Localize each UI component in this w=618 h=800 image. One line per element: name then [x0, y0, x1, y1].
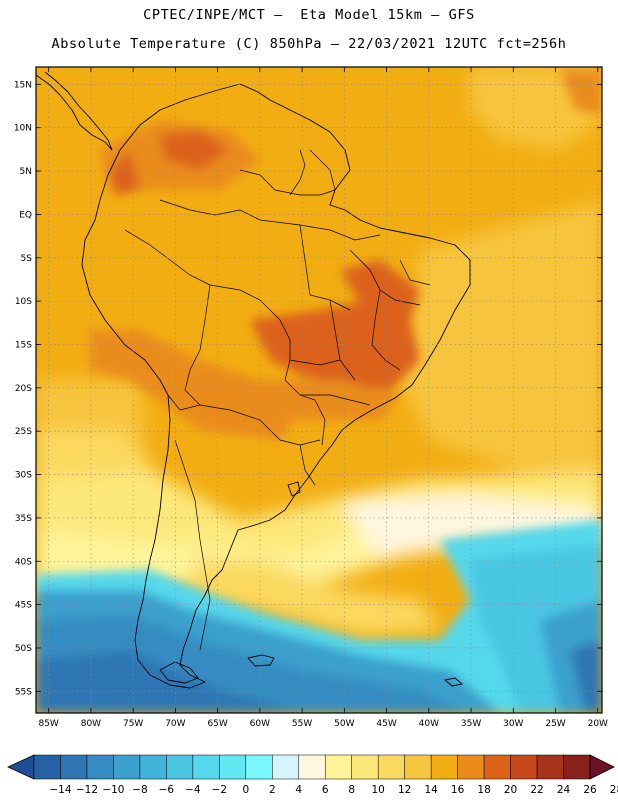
colorbar-swatch	[351, 754, 379, 780]
lon-label: 40W	[419, 719, 439, 729]
colorbar-swatch	[430, 754, 458, 780]
colorbar-label: −6	[159, 784, 175, 796]
colorbar-label: 6	[322, 784, 329, 796]
lon-label: 85W	[38, 719, 58, 729]
lat-label: 20S	[15, 384, 32, 394]
colorbar-swatch	[113, 754, 141, 780]
colorbar-label: 14	[424, 784, 438, 796]
colorbar-swatch	[510, 754, 538, 780]
colorbar-label: 4	[295, 784, 302, 796]
colorbar-swatch	[536, 754, 564, 780]
lon-label: 50W	[334, 719, 354, 729]
lat-label: 50S	[15, 644, 32, 654]
lat-label: 5N	[20, 167, 32, 177]
lon-label: 45W	[376, 719, 396, 729]
colorbar-swatch	[377, 754, 405, 780]
lon-label: 55W	[292, 719, 312, 729]
colorbar-label: 26	[583, 784, 597, 796]
colorbar-label: −4	[185, 784, 201, 796]
colorbar-label: 16	[451, 784, 465, 796]
lon-label: 75W	[123, 719, 143, 729]
lat-label: 55S	[15, 687, 32, 697]
lat-label: 25S	[15, 427, 32, 437]
colorbar-swatch	[563, 754, 591, 780]
colorbar-swatch	[139, 754, 167, 780]
latitude-labels: 15N 10N 5N EQ 5S 10S 15S 20S 25S 30S 35S 40S 45S 50S 5…	[14, 80, 32, 697]
lon-label: 65W	[207, 719, 227, 729]
colorbar-swatch	[86, 754, 114, 780]
colorbar-label: −8	[132, 784, 147, 796]
colorbar-swatch	[219, 754, 247, 780]
coastlines	[36, 71, 471, 689]
temperature-field	[36, 67, 602, 713]
colorbar-swatch	[245, 754, 273, 780]
colorbar: −14 −12 −10 −8 −6 −4 −2 0 2 4 6 8 10 12 14 16 18 20 22 24 26…	[7, 754, 618, 796]
axis-ticks	[36, 67, 602, 713]
map-frame	[35, 66, 603, 714]
lat-label: EQ	[19, 210, 32, 220]
colorbar-swatch	[33, 754, 61, 780]
colorbar-label: 8	[348, 784, 355, 796]
colorbar-swatch	[457, 754, 485, 780]
colorbar-label: 0	[242, 784, 249, 796]
lon-label: 70W	[165, 719, 185, 729]
lon-label: 30W	[503, 719, 523, 729]
lon-label: 35W	[461, 719, 481, 729]
country-borders	[124, 149, 431, 651]
colorbar-swatch	[298, 754, 326, 780]
lon-label: 20W	[588, 719, 608, 729]
lon-label: 25W	[545, 719, 565, 729]
colorbar-label: −14	[49, 784, 71, 796]
map-title-line1: CPTEC/INPE/MCT – Eta Model 15km – GFS	[143, 7, 475, 23]
lat-label: 45S	[15, 601, 32, 611]
colorbar-low-arrow	[7, 754, 35, 780]
lat-label: 40S	[15, 557, 32, 567]
colorbar-label: 22	[530, 784, 543, 796]
colorbar-swatch	[324, 754, 352, 780]
colorbar-label: 18	[477, 784, 490, 796]
lat-label: 5S	[21, 254, 33, 264]
lat-label: 35S	[15, 514, 32, 524]
colorbar-swatch	[272, 754, 300, 780]
lat-label: 30S	[15, 471, 32, 481]
map-title-line2: Absolute Temperature (C) 850hPa – 22/03/…	[51, 36, 567, 52]
lon-label: 60W	[250, 719, 270, 729]
colorbar-label: −10	[102, 784, 124, 796]
lat-label: 10S	[15, 297, 32, 307]
colorbar-label: −12	[76, 784, 98, 796]
colorbar-label: 2	[269, 784, 276, 796]
colorbar-label: −2	[212, 784, 227, 796]
colorbar-high-arrow	[589, 754, 615, 780]
colorbar-label: 20	[504, 784, 517, 796]
lat-label: 15S	[15, 340, 32, 350]
colorbar-swatch	[192, 754, 220, 780]
longitude-labels: 85W 80W 75W 70W 65W 60W 55W 50W 45W 40W 35W 30W 25W 2…	[38, 719, 608, 729]
colorbar-label: 10	[372, 784, 385, 796]
lat-label: 10N	[14, 124, 32, 134]
colorbar-label: 24	[557, 784, 571, 796]
lon-label: 80W	[81, 719, 101, 729]
lat-label: 15N	[14, 80, 32, 90]
colorbar-label: 12	[398, 784, 411, 796]
colorbar-label: 28	[610, 784, 618, 796]
colorbar-swatch	[483, 754, 511, 780]
colorbar-swatch	[60, 754, 88, 780]
colorbar-swatch	[166, 754, 194, 780]
colorbar-swatch	[404, 754, 432, 780]
